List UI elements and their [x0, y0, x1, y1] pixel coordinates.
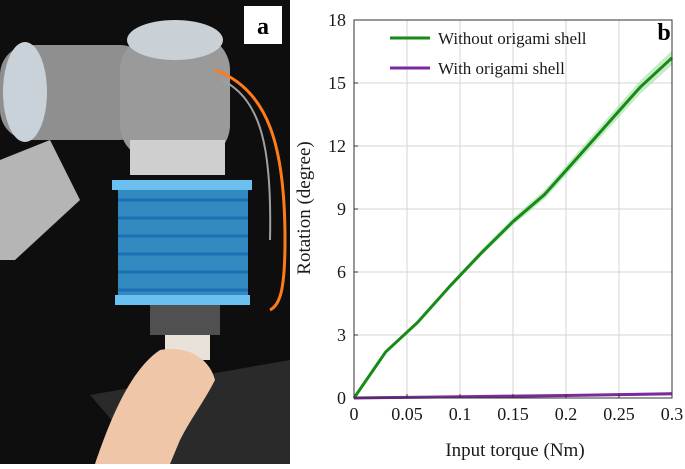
legend-label-0: Without origami shell [438, 29, 587, 48]
x-tick-label: 0.2 [555, 404, 578, 424]
y-tick-label: 18 [328, 10, 346, 30]
y-tick-label: 3 [337, 325, 346, 345]
robot-flange [130, 140, 225, 175]
robot-photo-illustration: a [0, 0, 290, 464]
panel-b-letter: b [657, 20, 670, 46]
x-axis-label: Input torque (Nm) [445, 440, 584, 461]
y-tick-label: 12 [328, 136, 346, 156]
gripper-bottom-plate [115, 295, 250, 305]
robot-joint-cap-top [127, 20, 223, 60]
robot-joint-cap-left [3, 42, 47, 142]
rotation-chart-svg: 0 0.05 0.1 0.15 0.2 0.25 0.3 0 3 6 9 12 15 18 Without… [290, 0, 685, 464]
x-tick-label: 0.15 [497, 404, 529, 424]
x-tick-label: 0.3 [661, 404, 684, 424]
coupling [150, 305, 220, 335]
robot-photo: a [0, 0, 290, 464]
legend-label-1: With origami shell [438, 59, 565, 78]
x-tick-label: 0.25 [603, 404, 635, 424]
y-tick-label: 9 [337, 199, 346, 219]
y-tick-label: 15 [328, 73, 346, 93]
x-tick-label: 0.05 [391, 404, 423, 424]
panel-a-letter: a [257, 14, 269, 40]
rotation-chart: 0 0.05 0.1 0.15 0.2 0.25 0.3 0 3 6 9 12 15 18 Without… [290, 0, 685, 464]
y-axis-label: Rotation (degree) [294, 141, 315, 274]
y-tick-label: 6 [337, 262, 346, 282]
gripper-top-plate [112, 180, 252, 190]
x-tick-label: 0 [350, 404, 359, 424]
y-tick-label: 0 [337, 388, 346, 408]
origami-gripper-body [118, 185, 248, 300]
x-tick-label: 0.1 [449, 404, 472, 424]
